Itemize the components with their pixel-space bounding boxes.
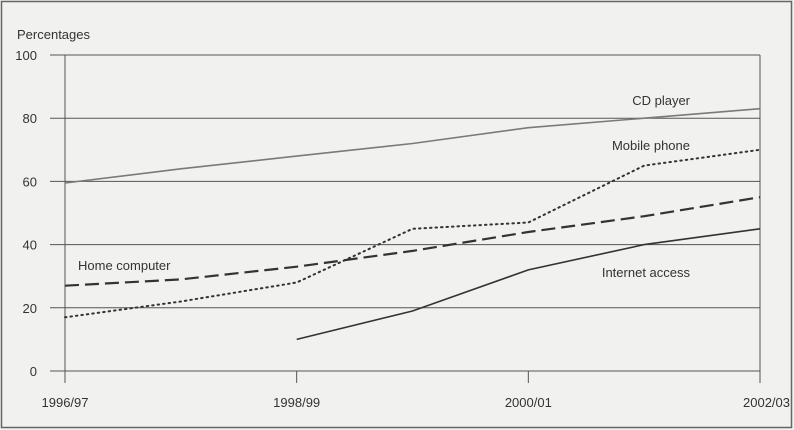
y-tick-label: 60 — [23, 174, 37, 189]
series-label: Internet access — [602, 265, 691, 280]
series-line-mobile-phone — [64, 148, 761, 319]
series-line-cd-player — [64, 107, 761, 184]
x-tick-label: 2002/03 — [743, 395, 790, 410]
series-line-internet-access — [296, 228, 761, 341]
y-tick-label: 80 — [23, 111, 37, 126]
x-tick-label: 2000/01 — [505, 395, 552, 410]
y-tick-label: 20 — [23, 301, 37, 316]
y-tick-label: 100 — [15, 48, 37, 63]
y-axis-label: Percentages — [17, 27, 90, 42]
series-label: Home computer — [78, 258, 171, 273]
y-tick-label: 0 — [30, 364, 37, 379]
series-line-home-computer — [64, 196, 761, 287]
y-tick-label: 40 — [23, 238, 37, 253]
series-label: Mobile phone — [612, 138, 690, 153]
x-tick-label: 1998/99 — [273, 395, 320, 410]
x-tick-label: 1996/97 — [42, 395, 89, 410]
series-label: CD player — [632, 93, 690, 108]
